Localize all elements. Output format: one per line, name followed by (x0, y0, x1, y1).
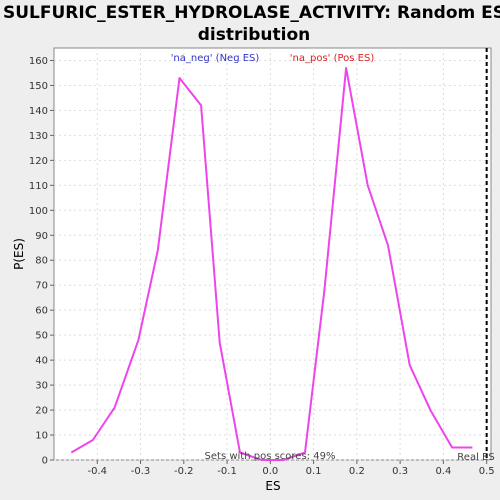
y-tick-label: 30 (35, 381, 48, 392)
x-tick-label: -0.1 (217, 466, 237, 477)
y-tick-label: 80 (35, 256, 48, 267)
pos-scores-annotation: Sets with pos scores: 49% (205, 451, 336, 462)
y-axis-label: P(ES) (12, 238, 26, 270)
y-tick-label: 130 (29, 131, 48, 142)
series-marks (70, 48, 488, 461)
legend-neg-es: 'na_neg' (Neg ES) (171, 53, 260, 64)
y-tick-label: 60 (35, 306, 48, 317)
x-tick-label: 0.5 (479, 466, 495, 477)
y-tick-label: 20 (35, 406, 48, 417)
y-tick-label: 90 (35, 231, 48, 242)
x-tick-label: 0.3 (392, 466, 408, 477)
y-tick-label: 0 (42, 456, 48, 467)
x-tick-label: -0.3 (131, 466, 151, 477)
y-tick-label: 110 (29, 181, 48, 192)
x-tick-label: 0.1 (306, 466, 322, 477)
axes: 0 10 20 30 40 50 60 70 80 90 100 110 120 130 140 150 160… (29, 56, 495, 477)
x-tick-label: 0.2 (349, 466, 365, 477)
chart-title-line2: distribution (198, 25, 310, 45)
y-tick-label: 140 (29, 106, 48, 117)
y-tick-label: 160 (29, 56, 48, 67)
x-tick-label: 0.4 (435, 466, 451, 477)
y-tick-label: 150 (29, 81, 48, 92)
x-axis-label: ES (265, 479, 280, 493)
y-tick-label: 40 (35, 356, 48, 367)
x-tick-label: -0.2 (174, 466, 194, 477)
x-tick-label: 0.0 (262, 466, 278, 477)
legend-pos-es: 'na_pos' (Pos ES) (290, 53, 375, 64)
real-es-label: Real ES (457, 452, 494, 463)
distribution-line (70, 67, 473, 461)
chart-title-line1: SULFURIC_ESTER_HYDROLASE_ACTIVITY: Rando… (3, 3, 500, 23)
plot-area (53, 47, 492, 461)
y-tick-label: 50 (35, 331, 48, 342)
y-tick-label: 120 (29, 156, 48, 167)
y-tick-label: 70 (35, 281, 48, 292)
x-tick-label: -0.4 (88, 466, 108, 477)
y-tick-label: 10 (35, 431, 48, 442)
y-tick-label: 100 (29, 206, 48, 217)
